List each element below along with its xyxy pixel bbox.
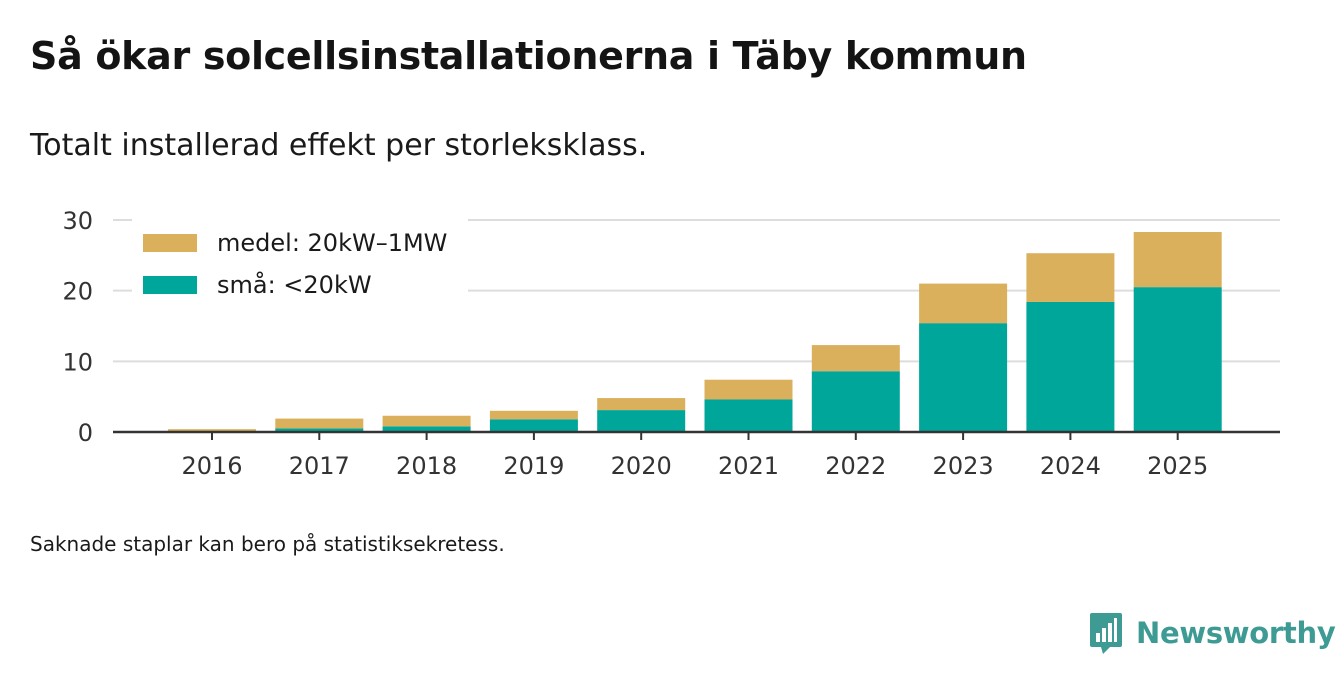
x-tick-label: 2016 bbox=[181, 452, 242, 480]
bar-small-2019 bbox=[489, 419, 578, 432]
stacked-bar-chart: 0 10 20 30 2016 2017 2018 2019 2020 2021 2022 2023 2… bbox=[62, 207, 1280, 480]
y-tick-label: 20 bbox=[62, 278, 93, 306]
y-tick-label: 10 bbox=[62, 348, 93, 376]
x-tick-label: 2024 bbox=[1040, 452, 1101, 480]
x-tick-label: 2019 bbox=[503, 452, 564, 480]
bar-small-2023 bbox=[919, 323, 1008, 432]
brand-logo: Newsworthy bbox=[1088, 611, 1336, 655]
x-tick-label: 2021 bbox=[718, 452, 779, 480]
y-tick-label: 30 bbox=[62, 207, 93, 235]
bar-medium-2023 bbox=[919, 283, 1008, 324]
bar-medium-2019 bbox=[489, 410, 578, 420]
legend-swatch-medium bbox=[143, 234, 197, 252]
bar-medium-2021 bbox=[704, 379, 793, 400]
bar-medium-2022 bbox=[811, 345, 900, 372]
x-tick-label: 2017 bbox=[289, 452, 350, 480]
footnote: Saknade staplar kan bero på statistiksek… bbox=[30, 532, 505, 556]
chart-subtitle: Totalt installerad effekt per storlekskl… bbox=[30, 128, 648, 163]
bar-small-2022 bbox=[811, 371, 900, 432]
y-tick-label: 0 bbox=[78, 419, 93, 447]
bar-medium-2020 bbox=[597, 398, 686, 411]
x-tick-label: 2023 bbox=[933, 452, 994, 480]
bar-small-2017 bbox=[275, 428, 364, 432]
bar-small-2018 bbox=[382, 426, 471, 432]
bar-small-2021 bbox=[704, 399, 793, 432]
x-tick-label: 2018 bbox=[396, 452, 457, 480]
bar-small-2024 bbox=[1026, 301, 1115, 432]
legend-label-medium: medel: 20kW–1MW bbox=[217, 229, 447, 257]
x-tick-label: 2020 bbox=[611, 452, 672, 480]
legend-swatch-small bbox=[143, 276, 197, 294]
bar-medium-2024 bbox=[1026, 253, 1115, 302]
chart-title: Så ökar solcellsinstallationerna i Täby … bbox=[30, 34, 1027, 78]
bar-medium-2018 bbox=[382, 415, 471, 427]
bar-small-2020 bbox=[597, 410, 686, 432]
bar-medium-2025 bbox=[1133, 232, 1222, 288]
bar-small-2025 bbox=[1133, 287, 1222, 432]
x-tick-label: 2025 bbox=[1147, 452, 1208, 480]
bar-medium-2016 bbox=[168, 429, 256, 432]
bar-medium-2017 bbox=[275, 418, 364, 429]
newsworthy-logo-icon bbox=[1090, 613, 1122, 654]
brand-name: Newsworthy bbox=[1136, 616, 1336, 650]
x-tick-label: 2022 bbox=[825, 452, 886, 480]
legend-label-small: små: <20kW bbox=[217, 270, 372, 299]
